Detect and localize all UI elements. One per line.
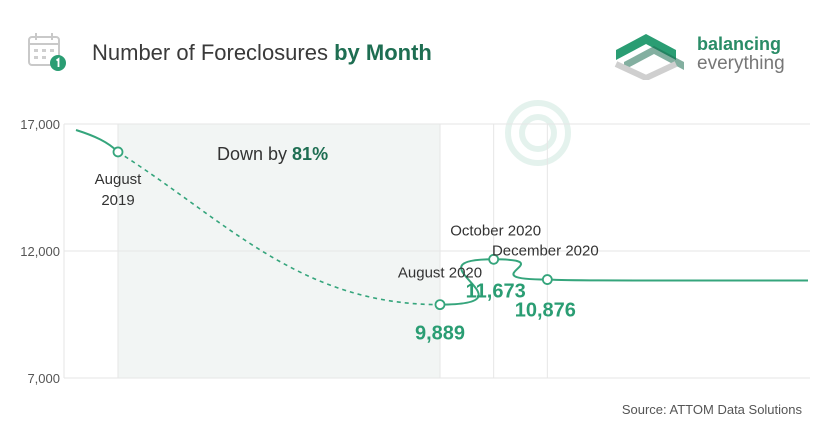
chart-title-prefix: Number of Foreclosures (92, 40, 335, 65)
series-line-lead (75, 129, 119, 153)
y-tick-label: 12,000 (20, 244, 60, 259)
y-tick-label: 7,000 (27, 371, 60, 386)
watermark-coin-icon (505, 100, 571, 166)
data-point-aug-2020 (434, 299, 446, 311)
brand-line-2: everything (697, 53, 785, 74)
x-label-oct-2020: October 2020 (450, 222, 541, 239)
x-label-dec-2020: December 2020 (492, 243, 599, 260)
x-label-aug-2020: August 2020 (398, 265, 482, 282)
data-point-oct-2020 (488, 253, 500, 265)
data-point-aug-2019 (112, 146, 124, 158)
source-note: Source: ATTOM Data Solutions (621, 402, 802, 417)
annotation-prefix: Down by (217, 144, 292, 164)
series-line-dashed (117, 151, 441, 306)
grid-lines (63, 123, 810, 379)
x-label-aug-2019: 2019 (101, 192, 134, 209)
chart-title-emphasis: by Month (334, 40, 432, 65)
data-point-dec-2020 (541, 274, 553, 285)
annotation-text: Down by 81% (217, 144, 328, 164)
chart-title: Number of Foreclosures by Month (92, 40, 432, 66)
series-line-tail (547, 278, 809, 282)
brand-name: balancing everything (697, 34, 785, 74)
brand-logo-icon (614, 34, 684, 80)
data-label-aug-2020: 9,889 (415, 323, 465, 345)
data-points: August 2019 August 2020 9,889 October 2020 11… (95, 146, 599, 345)
annotation-value: 81% (292, 144, 328, 164)
brand-line-1: balancing (697, 34, 782, 54)
series-line-solid (439, 258, 548, 306)
data-label-dec-2020: 10,876 (515, 300, 576, 322)
calendar-icon (28, 33, 66, 71)
y-axis: 7,000 12,000 17,000 (20, 117, 60, 386)
x-label-aug-2019: August (95, 171, 143, 188)
y-tick-label: 17,000 (20, 117, 60, 132)
data-label-oct-2020: 11,673 (466, 280, 526, 302)
